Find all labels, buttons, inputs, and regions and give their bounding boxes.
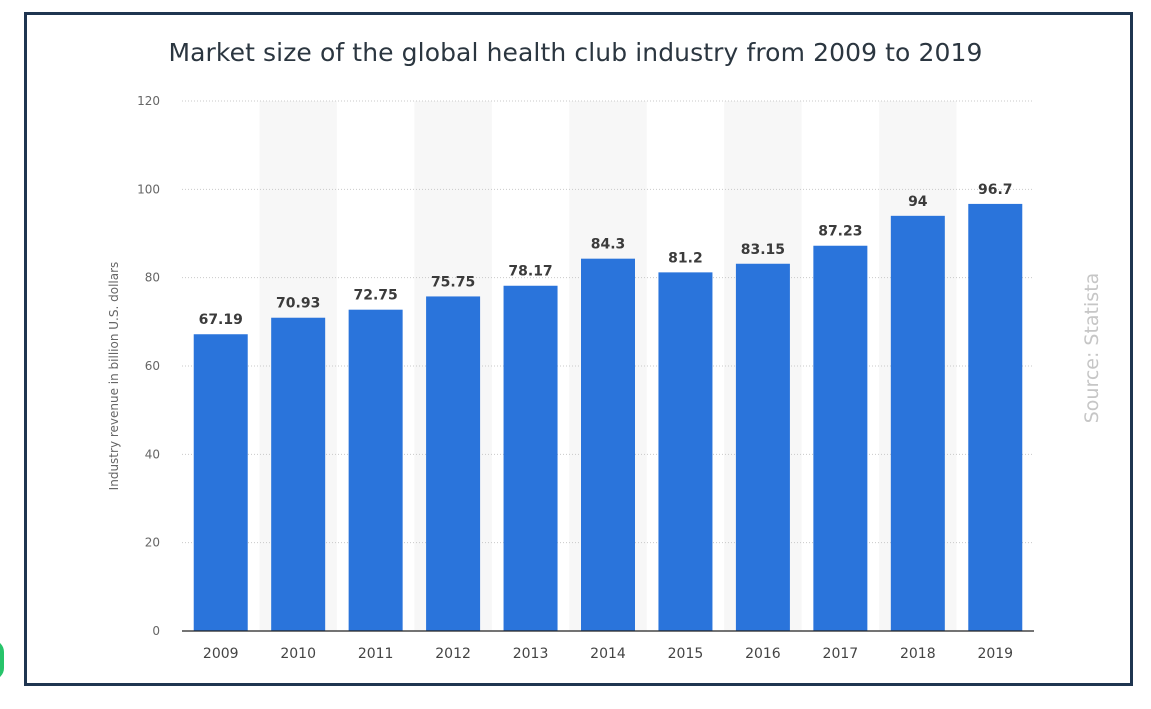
bar xyxy=(348,309,403,631)
data-label: 67.19 xyxy=(199,312,243,328)
bar xyxy=(968,203,1023,632)
source-label: Source: Statista xyxy=(1081,272,1103,424)
data-label: 83.15 xyxy=(741,242,785,258)
x-tick-label: 2018 xyxy=(900,646,936,662)
data-label: 96.7 xyxy=(978,182,1013,198)
data-label: 78.17 xyxy=(508,264,552,280)
bar xyxy=(426,296,481,631)
y-tick-label: 40 xyxy=(145,447,160,461)
data-label: 75.75 xyxy=(431,274,475,290)
x-tick-label: 2011 xyxy=(358,646,394,662)
bar xyxy=(813,245,868,631)
bar xyxy=(271,317,326,631)
data-label: 84.3 xyxy=(591,237,626,253)
x-tick-label: 2012 xyxy=(435,646,471,662)
x-tick-label: 2009 xyxy=(203,646,239,662)
y-tick-label: 20 xyxy=(145,536,160,550)
bar xyxy=(658,272,713,631)
x-tick-label: 2017 xyxy=(823,646,859,662)
data-label: 72.75 xyxy=(353,288,397,304)
bar xyxy=(503,285,558,631)
x-tick-label: 2015 xyxy=(668,646,704,662)
data-label: 70.93 xyxy=(276,296,320,312)
y-axis-ticks: 0 20 40 60 80 100 120 xyxy=(137,94,160,638)
y-tick-label: 100 xyxy=(137,182,160,196)
bar xyxy=(581,258,635,631)
chart-title: Market size of the global health club in… xyxy=(168,38,983,67)
bars xyxy=(193,203,1023,632)
bar xyxy=(735,263,790,631)
x-tick-label: 2019 xyxy=(977,646,1013,662)
bar xyxy=(193,334,248,631)
x-axis-ticks: 2009 2010 2011 2012 2013 2014 2015 2016 2017 2018… xyxy=(203,646,1013,662)
y-tick-label: 80 xyxy=(145,271,160,285)
value-labels: 67.19 70.93 72.75 75.75 78.17 84.3 81.2 83.15 87… xyxy=(199,182,1013,328)
data-label: 81.2 xyxy=(668,250,703,266)
y-tick-label: 120 xyxy=(137,94,160,108)
data-label: 87.23 xyxy=(818,224,862,240)
x-tick-label: 2014 xyxy=(590,646,626,662)
y-axis-label: Industry revenue in billion U.S. dollars xyxy=(107,262,121,491)
floating-action-dot[interactable] xyxy=(0,640,4,680)
x-tick-label: 2010 xyxy=(280,646,316,662)
x-tick-label: 2016 xyxy=(745,646,781,662)
y-tick-label: 0 xyxy=(152,624,160,638)
x-tick-label: 2013 xyxy=(513,646,549,662)
bar xyxy=(890,215,945,632)
data-label: 94 xyxy=(908,194,928,210)
y-tick-label: 60 xyxy=(145,359,160,373)
